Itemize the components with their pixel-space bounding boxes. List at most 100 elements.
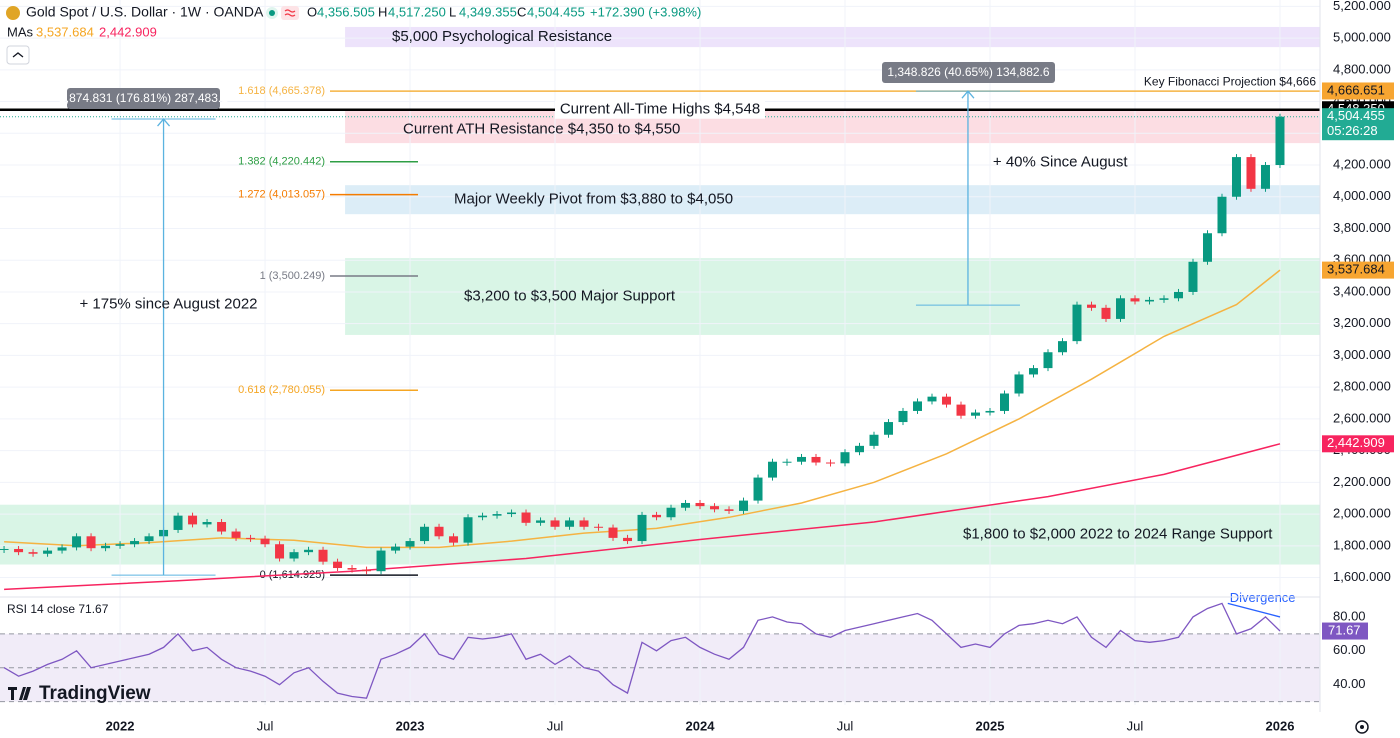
- candle: [927, 396, 937, 402]
- price-label: 3,537.684: [1327, 262, 1385, 277]
- candle: [188, 515, 198, 525]
- candle: [130, 541, 140, 545]
- ohlc-value: 4,349.355: [459, 4, 517, 19]
- x-tick-label: Jul: [547, 718, 564, 733]
- zone: [345, 110, 1320, 144]
- candle: [217, 522, 227, 532]
- y-tick-label: 3,400.000: [1333, 283, 1391, 298]
- candle: [1086, 304, 1096, 308]
- x-tick-label: 2023: [396, 718, 425, 733]
- measure-label: 2,874.831 (176.81%) 287,483.1: [59, 91, 228, 105]
- ma-value: 2,442.909: [99, 24, 157, 39]
- candle: [507, 512, 517, 515]
- price-label: 4,666.651: [1327, 82, 1385, 97]
- candle: [739, 500, 749, 511]
- price-label-bg: [1322, 108, 1394, 141]
- candle: [101, 545, 111, 549]
- annotation: + 175% since August 2022: [79, 296, 257, 313]
- candle: [463, 517, 473, 543]
- main: 1.618 (4,665.378) 1.382 (4,220.442) 1.272 …: [0, 85, 1320, 699]
- candle: [1260, 165, 1270, 189]
- candle: [710, 506, 720, 510]
- fib-label: 1.618 (4,665.378): [238, 85, 325, 97]
- candle: [246, 537, 256, 539]
- y-tick-label: 5,200.000: [1333, 0, 1391, 13]
- logo-text: TradingView: [39, 683, 151, 704]
- settings-dot: [1360, 725, 1364, 729]
- candle: [275, 544, 285, 559]
- collapse-button[interactable]: [6, 45, 30, 65]
- ma-title: MAs: [7, 24, 34, 39]
- zone-label: $3,200 to $3,500 Major Support: [464, 288, 676, 305]
- ohlc-key: O: [307, 4, 317, 19]
- data-icon: [281, 6, 299, 20]
- candle: [260, 538, 270, 545]
- y-tick-label: 3,800.000: [1333, 220, 1391, 235]
- countdown: 05:26:28: [1327, 123, 1378, 138]
- candle: [681, 502, 691, 508]
- candle: [782, 461, 792, 463]
- candle: [1029, 368, 1038, 375]
- candle: [550, 520, 560, 527]
- candle: [72, 536, 82, 548]
- ohlc-value: 4,504.455: [527, 4, 585, 19]
- ohlc-key: C: [517, 4, 526, 19]
- candle: [405, 541, 415, 547]
- candle: [579, 520, 589, 527]
- candle: [521, 512, 531, 523]
- candle: [565, 520, 575, 527]
- candle: [811, 456, 821, 463]
- y-tick-label: 4,800.000: [1333, 61, 1391, 76]
- x-tick-label: Jul: [837, 718, 854, 733]
- candle: [478, 515, 488, 518]
- rsi-value-bg: [1322, 622, 1368, 640]
- y-tick-label: 5,000.000: [1333, 30, 1391, 45]
- candle: [840, 452, 850, 464]
- ohlc-value: 4,517.250: [388, 4, 446, 19]
- candle: [1159, 298, 1169, 300]
- candle: [797, 456, 807, 462]
- candle: [1115, 298, 1125, 319]
- candle: [985, 410, 995, 413]
- candle: [318, 549, 328, 562]
- candle: [1275, 116, 1285, 166]
- candle: [1043, 352, 1053, 369]
- candle: [652, 514, 662, 518]
- y-tick-label: 2,200.000: [1333, 474, 1391, 489]
- price-label: 4,504.455: [1327, 108, 1385, 123]
- zone-label: $5,000 Psychological Resistance: [392, 28, 612, 45]
- zone-label: Current ATH Resistance $4,350 to $4,550: [403, 121, 680, 138]
- candle: [1188, 261, 1198, 292]
- x-tick-label: Jul: [1127, 718, 1144, 733]
- candle: [942, 396, 951, 405]
- candle: [1231, 157, 1241, 197]
- candle: [449, 536, 459, 543]
- candle: [855, 445, 865, 453]
- candle: [14, 548, 24, 553]
- candle: [1072, 304, 1082, 342]
- measure-label: 1,348.826 (40.65%) 134,882.6: [887, 65, 1049, 79]
- divergence-line: [1227, 602, 1281, 618]
- settings-icon[interactable]: [1355, 720, 1369, 734]
- price-label-bg: [1322, 435, 1394, 453]
- y-tick-label: 2,800.000: [1333, 379, 1391, 394]
- fib-label: 0.618 (2,780.055): [238, 384, 325, 396]
- ath-label-bg: [555, 100, 765, 119]
- candle: [1130, 298, 1140, 302]
- y-tick-label: 1,800.000: [1333, 537, 1391, 552]
- x-tick-label: 2025: [976, 718, 1005, 733]
- candle: [376, 550, 386, 572]
- ohlc-value: 4,356.505: [317, 4, 375, 19]
- y-tick-label: 2,000.000: [1333, 506, 1391, 521]
- candle: [956, 404, 966, 416]
- candle: [492, 514, 502, 516]
- candle: [724, 509, 734, 511]
- ma-value: 3,537.684: [36, 24, 94, 39]
- y-tick-label: 3,200.000: [1333, 315, 1391, 330]
- candle: [115, 544, 125, 546]
- candle: [333, 561, 343, 569]
- candle: [173, 515, 183, 530]
- candle: [637, 514, 647, 542]
- status-dot: [269, 10, 275, 16]
- y-tick-label: 4,200.000: [1333, 156, 1391, 171]
